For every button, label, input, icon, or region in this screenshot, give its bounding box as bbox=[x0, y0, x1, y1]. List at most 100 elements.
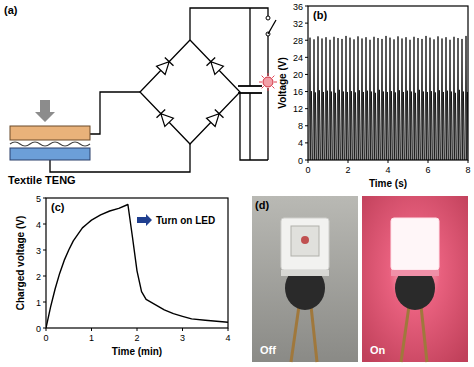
x-axis-label: Time (s) bbox=[369, 178, 407, 189]
y-tick-label: 3 bbox=[36, 246, 41, 256]
wire-top bbox=[190, 8, 268, 40]
voltage-spike bbox=[446, 91, 448, 160]
photo-label: Off bbox=[260, 344, 276, 356]
press-arrow bbox=[35, 100, 55, 122]
y-tick-label: 4 bbox=[36, 220, 41, 230]
voltage-spike bbox=[378, 90, 380, 160]
y-tick-label: 24 bbox=[293, 53, 303, 63]
led-wire bbox=[401, 306, 409, 362]
y-tick-label: 32 bbox=[293, 19, 303, 29]
diode bbox=[211, 62, 224, 75]
y-tick-label: 16 bbox=[293, 87, 303, 97]
voltage-spike bbox=[410, 92, 412, 160]
diode bbox=[207, 114, 220, 127]
led-body bbox=[391, 218, 439, 270]
photo bbox=[252, 196, 358, 362]
voltage-spike bbox=[310, 91, 312, 160]
diode-bar bbox=[165, 58, 174, 66]
wire-bottom bbox=[240, 92, 268, 160]
annotation-arrow bbox=[137, 214, 152, 226]
y-axis-label: Charged voltage (V) bbox=[15, 216, 26, 310]
led-ray bbox=[262, 86, 264, 88]
diode bbox=[157, 62, 170, 75]
led-ray bbox=[268, 73, 269, 76]
panel-label: (a) bbox=[4, 4, 18, 16]
led-ray bbox=[272, 76, 274, 78]
voltage-spike bbox=[462, 92, 464, 160]
voltage-spike bbox=[422, 92, 424, 160]
y-tick-label: 36 bbox=[293, 2, 303, 12]
x-tick-label: 8 bbox=[465, 165, 470, 175]
voltage-spike bbox=[382, 92, 384, 160]
bridge bbox=[140, 40, 240, 144]
led-body bbox=[281, 218, 329, 270]
x-tick-label: 2 bbox=[345, 165, 350, 175]
y-tick-label: 5 bbox=[36, 194, 41, 204]
teng-label: Textile TENG bbox=[8, 174, 76, 186]
x-tick-label: 1 bbox=[89, 333, 94, 343]
voltage-spike bbox=[402, 92, 404, 160]
led-window bbox=[291, 226, 319, 256]
photos: OffOn(d) bbox=[252, 196, 468, 362]
y-tick-label: 12 bbox=[293, 104, 303, 114]
voltage-spike bbox=[318, 90, 320, 160]
led bbox=[263, 77, 273, 87]
y-tick-label: 0 bbox=[298, 156, 303, 166]
x-tick-label: 4 bbox=[385, 165, 390, 175]
voltage-spike bbox=[342, 92, 344, 160]
voltage-spike bbox=[398, 90, 400, 160]
x-tick-label: 6 bbox=[425, 165, 430, 175]
voltage-spike bbox=[390, 91, 392, 160]
led-ray bbox=[272, 86, 274, 88]
voltage-spike bbox=[454, 93, 456, 160]
voltage-spike bbox=[414, 93, 416, 160]
voltage-spike bbox=[450, 92, 452, 160]
plot-frame bbox=[46, 198, 228, 328]
voltage-spike bbox=[370, 92, 372, 160]
switch-contact bbox=[266, 16, 270, 20]
x-tick-label: 3 bbox=[180, 333, 185, 343]
wire-led-bottom bbox=[267, 88, 268, 160]
voltage-spike bbox=[442, 92, 444, 160]
wire-ac-1 bbox=[90, 92, 140, 134]
figure: (a)Textile TENG0481216202428323602468(b)… bbox=[0, 0, 474, 367]
charge-curve bbox=[46, 205, 228, 329]
voltage-spike bbox=[394, 92, 396, 160]
led-ray bbox=[268, 88, 269, 91]
y-axis-label: Voltage (V) bbox=[277, 57, 288, 108]
voltage-spike bbox=[366, 91, 368, 160]
voltage-spike bbox=[350, 91, 352, 160]
wire-cap-top bbox=[249, 8, 250, 86]
voltage-spike bbox=[430, 91, 432, 160]
x-axis-label: Time (min) bbox=[112, 346, 162, 357]
voltage-spike bbox=[330, 92, 332, 160]
teng-top-layer bbox=[10, 126, 90, 140]
voltage-spike bbox=[326, 91, 328, 160]
led-base bbox=[391, 270, 439, 276]
x-tick-label: 4 bbox=[225, 333, 230, 343]
voltage-spike bbox=[386, 92, 388, 160]
voltage-spike bbox=[346, 92, 348, 160]
switch-blade bbox=[268, 20, 276, 34]
led-ray bbox=[259, 82, 262, 83]
led-wire bbox=[421, 306, 427, 362]
led-base bbox=[281, 270, 329, 276]
voltage-spike bbox=[314, 92, 316, 160]
y-tick-label: 20 bbox=[293, 70, 303, 80]
voltage-spike bbox=[338, 90, 340, 160]
x-tick-label: 2 bbox=[134, 333, 139, 343]
voltage-spike bbox=[458, 90, 460, 160]
capacitor-plate bbox=[238, 85, 262, 87]
photo-label: On bbox=[370, 344, 386, 356]
y-tick-label: 0 bbox=[36, 324, 41, 334]
diode-bar bbox=[215, 110, 224, 118]
chart: 0481216202428323602468(b)Time (s)Voltage… bbox=[277, 2, 471, 190]
voltage-spike bbox=[434, 92, 436, 160]
y-tick-label: 28 bbox=[293, 36, 303, 46]
circuit: (a) Textile TENG bbox=[4, 4, 277, 186]
diode-bar bbox=[157, 110, 166, 118]
voltage-spike bbox=[374, 93, 376, 160]
led-wire bbox=[291, 306, 299, 362]
wire-cap-bottom bbox=[249, 93, 250, 160]
diode-bar bbox=[207, 58, 216, 66]
